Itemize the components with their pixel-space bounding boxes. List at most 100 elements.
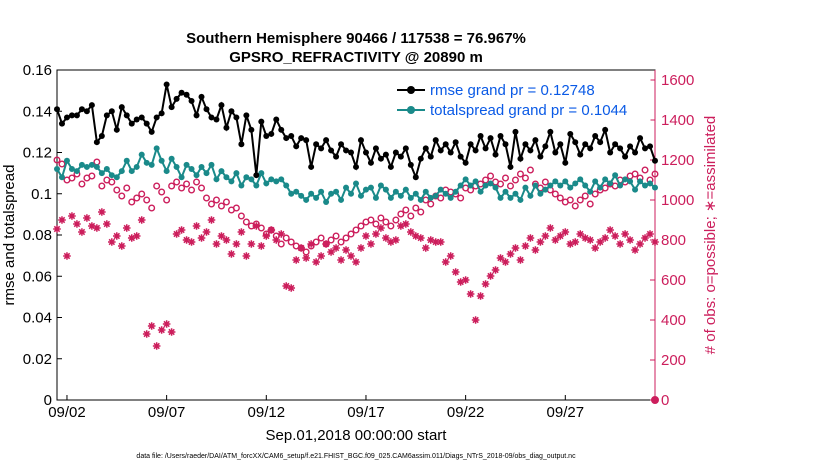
obs-assimilated-point	[357, 244, 365, 252]
obs-assimilated-point	[426, 236, 435, 244]
spread-point	[452, 188, 459, 195]
rmse-point	[223, 124, 230, 131]
spread-point	[552, 178, 559, 185]
y-tick-label: 0	[44, 392, 52, 409]
rmse-point	[268, 130, 275, 137]
spread-point	[572, 180, 579, 187]
obs-possible-point	[148, 204, 156, 212]
rmse-point	[547, 128, 554, 135]
spread-point	[203, 170, 210, 177]
spread-point	[377, 182, 384, 189]
obs-possible-point	[202, 194, 210, 202]
spread-point	[412, 190, 419, 197]
obs-assimilated-point	[421, 244, 430, 252]
rmse-point	[238, 141, 245, 148]
rmse-point	[143, 120, 150, 127]
rmse-point	[442, 141, 449, 148]
spread-point	[223, 174, 230, 181]
rmse-point	[163, 81, 170, 88]
obs-assimilated-point	[182, 236, 191, 244]
x-tick-label: 09/17	[347, 404, 385, 421]
chart-title-line2: GPSRO_REFRACTIVITY @ 20890 m	[229, 49, 483, 66]
obs-assimilated-point	[252, 222, 261, 230]
spread-point	[238, 182, 245, 189]
obs-assimilated-point	[466, 290, 475, 298]
obs-possible-point	[457, 194, 465, 202]
spread-point	[338, 196, 345, 203]
obs-possible-point	[586, 200, 594, 208]
spread-point	[153, 145, 160, 152]
obs-assimilated-point	[332, 244, 340, 252]
obs-possible-point	[641, 166, 649, 174]
rmse-point	[407, 161, 414, 168]
spread-point	[173, 163, 180, 170]
spread-point	[627, 178, 634, 185]
obs-assimilated-point	[122, 224, 131, 232]
obs-assimilated-point	[367, 240, 375, 248]
obs-assimilated-point	[387, 238, 395, 246]
rmse-point	[492, 151, 499, 158]
spread-point	[492, 184, 499, 191]
rmse-point	[502, 141, 509, 148]
spread-point	[54, 166, 60, 172]
spread-point	[417, 196, 424, 203]
obs-assimilated-point	[272, 236, 281, 244]
obs-assimilated-point	[392, 236, 400, 244]
spread-point	[547, 182, 554, 189]
obs-assimilated-point	[167, 328, 176, 336]
obs-possible-point	[327, 236, 335, 244]
legend: rmse grand pr = 0.12748 totalspread gran…	[391, 79, 651, 123]
rmse-point	[73, 112, 80, 119]
spread-point	[407, 194, 414, 201]
obs-possible-point	[357, 222, 365, 230]
spread-point	[597, 184, 604, 191]
rmse-point	[602, 126, 609, 133]
rmse-point	[113, 126, 120, 133]
obs-assimilated-point	[536, 238, 545, 246]
obs-possible-point	[516, 170, 524, 178]
spread-point	[243, 174, 250, 181]
rmse-point	[632, 149, 639, 156]
rmse-point	[637, 135, 644, 142]
obs-possible-point	[511, 176, 519, 184]
obs-assimilated-point	[103, 220, 111, 228]
obs-assimilated-point	[98, 208, 106, 216]
obs-assimilated-point	[446, 252, 455, 260]
spread-point	[427, 194, 434, 201]
rmse-point	[148, 128, 155, 135]
obs-possible-point	[128, 198, 136, 206]
rmse-point	[527, 147, 534, 154]
spread-point	[562, 178, 569, 185]
rmse-point	[218, 102, 225, 109]
obs-assimilated-point	[83, 214, 91, 222]
obs-assimilated-point	[516, 256, 525, 264]
obs-possible-point	[556, 194, 564, 202]
spread-point	[318, 188, 325, 195]
obs-possible-point	[53, 156, 61, 164]
obs-possible-point	[277, 240, 285, 248]
rmse-point	[338, 141, 345, 148]
spread-point	[213, 176, 220, 183]
x-tick-label: 09/02	[48, 404, 86, 421]
spread-point	[303, 196, 310, 203]
obs-assimilated-point	[132, 232, 141, 240]
rmse-point	[58, 120, 65, 127]
obs-possible-point	[506, 182, 514, 190]
spread-point	[168, 155, 175, 162]
rmse-point	[323, 137, 330, 144]
obs-assimilated-point	[551, 236, 560, 244]
obs-assimilated-point	[461, 276, 470, 284]
obs-possible-point	[437, 194, 445, 202]
rmse-point	[622, 153, 629, 160]
rmse-point	[108, 108, 115, 115]
y-right-tick-label: 0	[661, 392, 669, 409]
obs-assimilated-point	[486, 272, 495, 280]
spread-point	[487, 180, 494, 187]
rmse-point	[597, 139, 604, 146]
obs-assimilated-point	[152, 342, 161, 350]
obs-possible-point	[541, 178, 549, 186]
rmse-point	[123, 112, 130, 119]
obs-possible-point	[222, 198, 230, 206]
legend-spread-label: totalspread grand pr = 0.1044	[430, 102, 627, 119]
